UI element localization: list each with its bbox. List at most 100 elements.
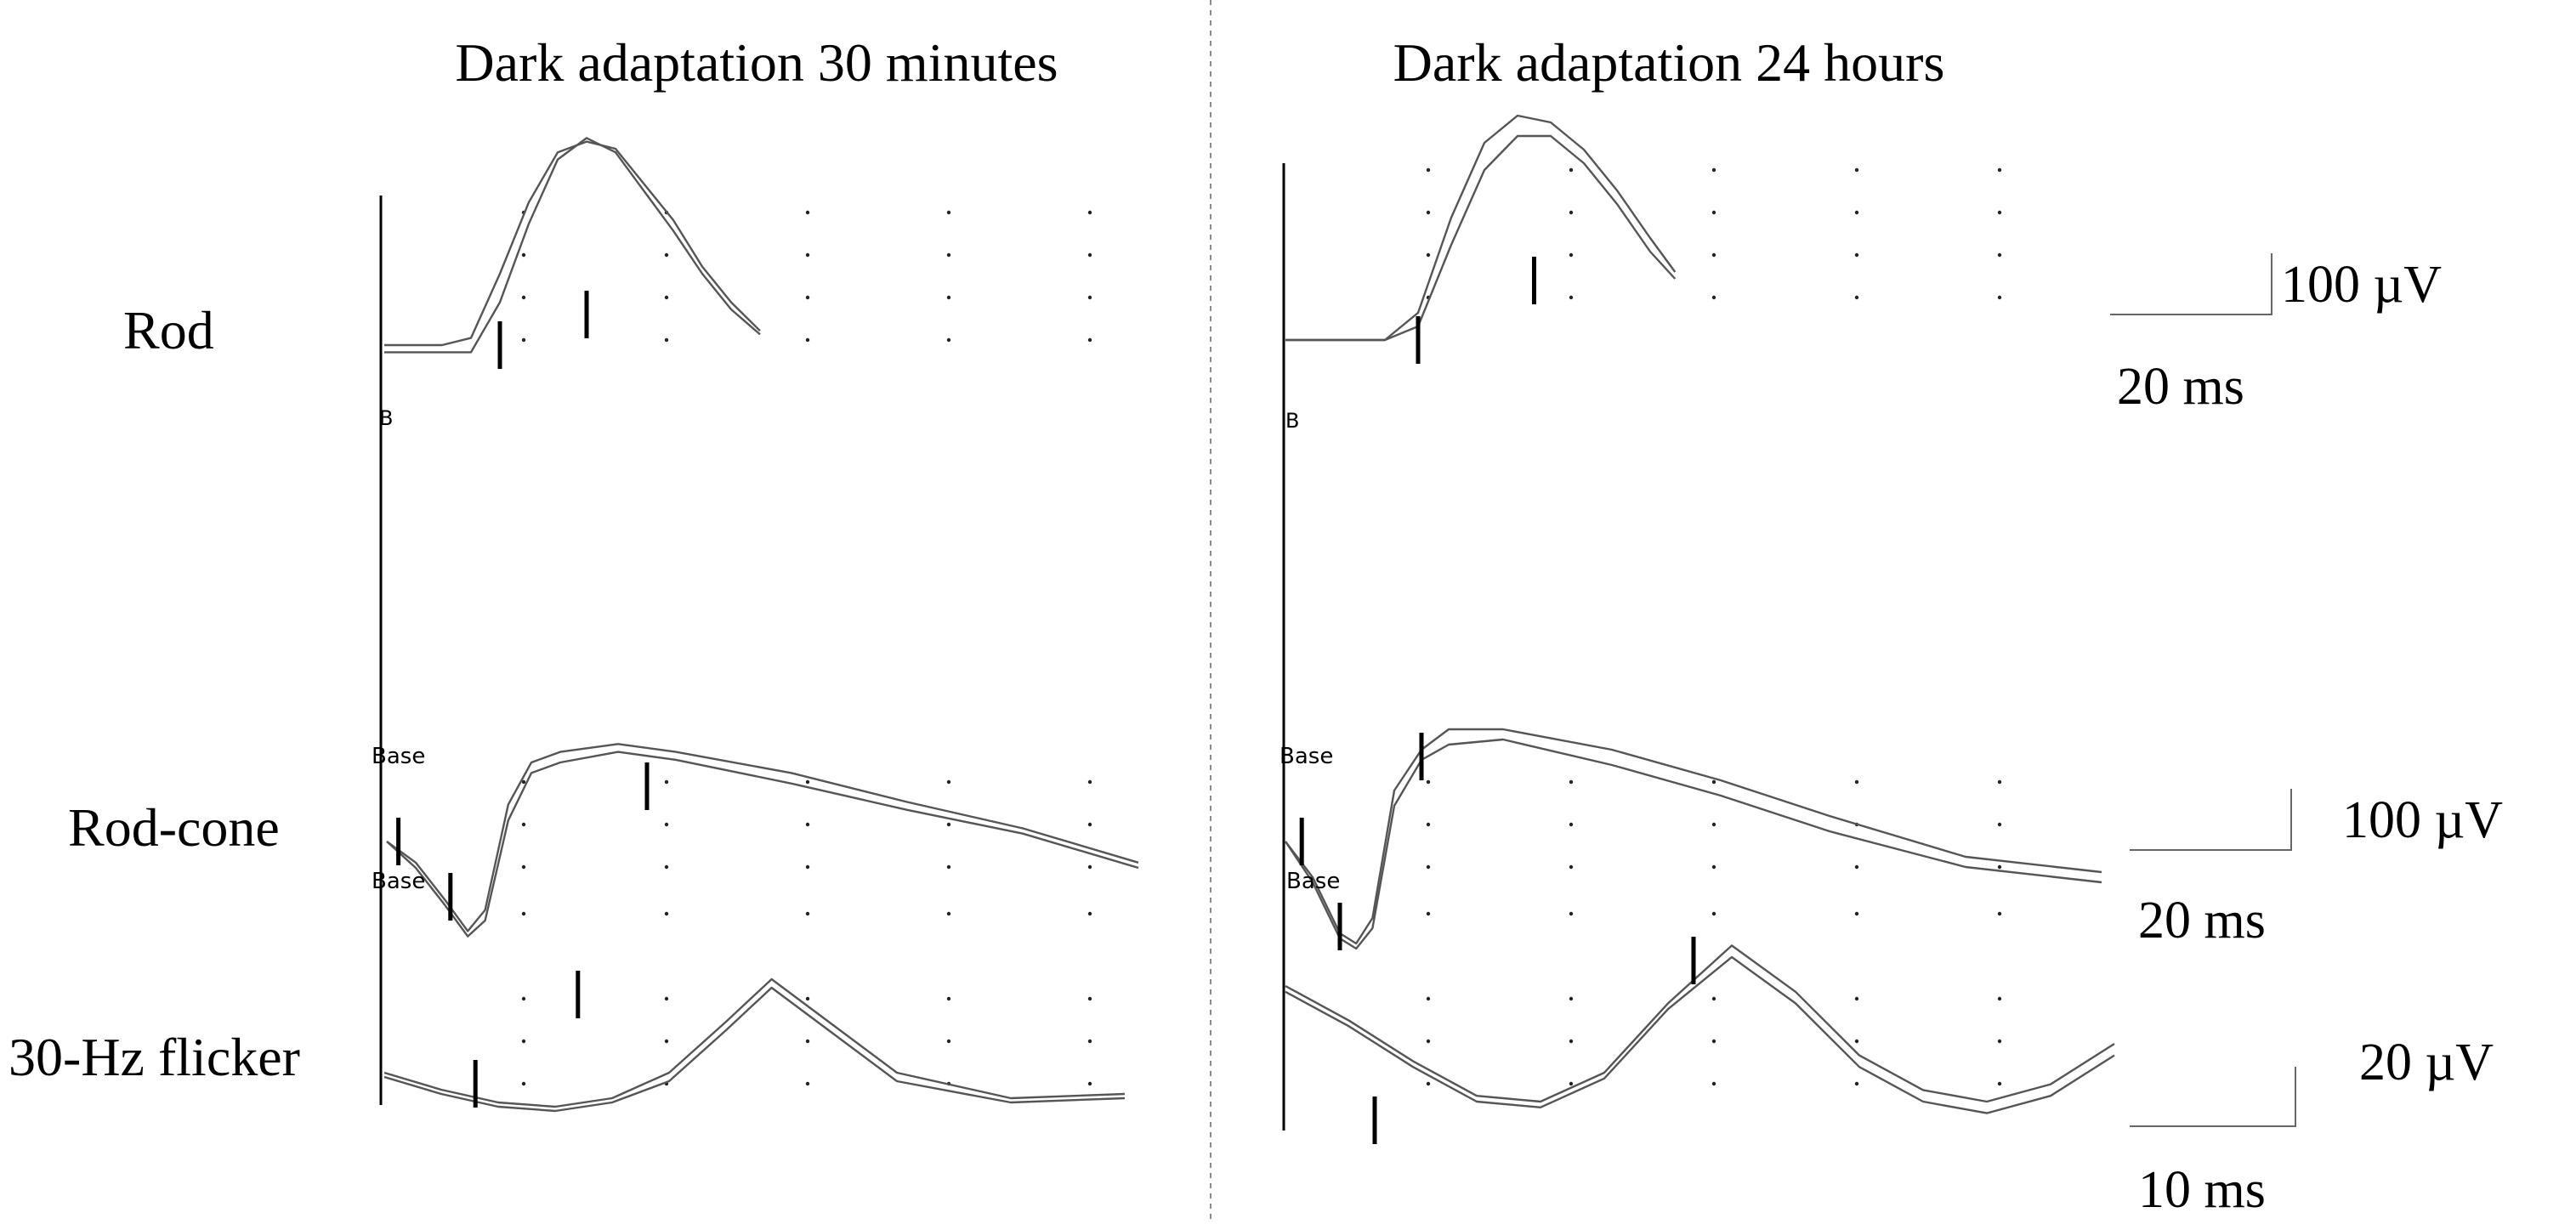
grid-dot bbox=[664, 996, 669, 1001]
scale-bar-rod-cone-amplitude: 100 µV bbox=[2342, 791, 2503, 849]
grid-dot bbox=[1426, 1039, 1431, 1044]
grid-dot bbox=[1854, 1081, 1859, 1086]
grid-dot bbox=[664, 864, 669, 870]
grid-dot bbox=[1854, 252, 1859, 258]
grid-dots bbox=[521, 167, 2002, 1086]
grid-dot bbox=[1997, 779, 2002, 785]
trace-left-rod-cone-1 bbox=[386, 743, 1139, 932]
grid-dot bbox=[1854, 210, 1859, 215]
grid-dot bbox=[664, 252, 669, 258]
grid-dot bbox=[1569, 1081, 1574, 1086]
grid-dot bbox=[1569, 252, 1574, 258]
grid-dot bbox=[946, 252, 951, 258]
grid-dot bbox=[1426, 864, 1431, 870]
grid-dot bbox=[1569, 295, 1574, 300]
grid-dot bbox=[664, 337, 669, 343]
scale-bar-rod-time: 20 ms bbox=[2117, 358, 2244, 416]
grid-dot bbox=[1426, 779, 1431, 785]
grid-dot bbox=[946, 295, 951, 300]
grid-dot bbox=[1711, 295, 1716, 300]
trace-left-rod-2 bbox=[384, 137, 761, 354]
grid-dot bbox=[1087, 864, 1092, 870]
grid-dot bbox=[1854, 996, 1859, 1001]
scale-bar-rod: 100 µV 20 ms bbox=[2110, 253, 2442, 416]
row-label-rod-cone: Rod-cone bbox=[68, 797, 280, 858]
row-label-rod: Rod bbox=[123, 300, 214, 360]
grid-dot bbox=[1711, 779, 1716, 785]
trace-right-rod-cone-1 bbox=[1285, 728, 2102, 945]
grid-dot bbox=[664, 1039, 669, 1044]
scale-bar-flicker: 20 µV 10 ms bbox=[2130, 1034, 2494, 1219]
grid-dot bbox=[1569, 822, 1574, 827]
scale-bar-rod-cone-time: 20 ms bbox=[2138, 892, 2266, 949]
grid-dot bbox=[1569, 210, 1574, 215]
scale-bar-flicker-lines bbox=[2130, 1067, 2296, 1127]
grid-dot bbox=[1087, 295, 1092, 300]
grid-dot bbox=[805, 337, 810, 343]
erg-traces bbox=[383, 114, 2115, 1114]
trace-right-rod-2 bbox=[1285, 134, 1677, 342]
grid-dot bbox=[805, 295, 810, 300]
grid-dot bbox=[1711, 1039, 1716, 1044]
base-label-right-top: Base bbox=[1279, 744, 1333, 769]
b-label-left: B bbox=[379, 406, 393, 430]
grid-dot bbox=[1711, 996, 1716, 1001]
grid-dot bbox=[1711, 167, 1716, 173]
grid-dot bbox=[1087, 996, 1092, 1001]
grid-dot bbox=[805, 779, 810, 785]
grid-dot bbox=[1997, 1039, 2002, 1044]
grid-dot bbox=[1569, 996, 1574, 1001]
grid-dot bbox=[521, 295, 526, 300]
grid-dot bbox=[1997, 911, 2002, 916]
grid-dot bbox=[1426, 822, 1431, 827]
grid-dot bbox=[1854, 779, 1859, 785]
left-panel-title: Dark adaptation 30 minutes bbox=[455, 32, 1058, 93]
grid-dot bbox=[1569, 911, 1574, 916]
grid-dot bbox=[1426, 210, 1431, 215]
grid-dot bbox=[805, 210, 810, 215]
grid-dot bbox=[664, 822, 669, 827]
grid-dot bbox=[805, 252, 810, 258]
trace-right-rod-cone-2 bbox=[1285, 738, 2102, 950]
grid-dot bbox=[521, 996, 526, 1001]
grid-dot bbox=[1569, 1039, 1574, 1044]
grid-dot bbox=[1997, 210, 2002, 215]
grid-dot bbox=[664, 779, 669, 785]
grid-dot bbox=[1711, 864, 1716, 870]
grid-dot bbox=[805, 864, 810, 870]
scale-bar-rod-lines bbox=[2110, 253, 2272, 315]
grid-dot bbox=[1087, 210, 1092, 215]
grid-dot bbox=[521, 822, 526, 827]
grid-dot bbox=[521, 1039, 526, 1044]
cursor-markers bbox=[396, 257, 1696, 1144]
grid-dot bbox=[946, 779, 951, 785]
grid-dot bbox=[805, 1039, 810, 1044]
grid-dot bbox=[805, 822, 810, 827]
grid-dot bbox=[521, 779, 526, 785]
b-label-right: B bbox=[1285, 409, 1299, 433]
grid-dot bbox=[1711, 1081, 1716, 1086]
scale-bar-flicker-amplitude: 20 µV bbox=[2359, 1034, 2494, 1091]
grid-dot bbox=[1854, 1039, 1859, 1044]
grid-dot bbox=[1087, 337, 1092, 343]
trace-right-flicker-1 bbox=[1285, 944, 2115, 1103]
grid-dot bbox=[521, 864, 526, 870]
grid-dot bbox=[1569, 864, 1574, 870]
row-label-flicker: 30-Hz flicker bbox=[9, 1027, 300, 1087]
scale-bar-flicker-time: 10 ms bbox=[2138, 1161, 2266, 1219]
grid-dot bbox=[946, 911, 951, 916]
grid-dot bbox=[1087, 911, 1092, 916]
grid-dot bbox=[1087, 252, 1092, 258]
trace-left-flicker-1 bbox=[383, 978, 1126, 1108]
grid-dot bbox=[521, 911, 526, 916]
grid-dot bbox=[1854, 167, 1859, 173]
base-label-left-top: Base bbox=[372, 744, 425, 769]
grid-dot bbox=[805, 1081, 810, 1086]
scale-bar-rod-amplitude: 100 µV bbox=[2281, 256, 2442, 314]
grid-dot bbox=[1997, 996, 2002, 1001]
grid-dot bbox=[1569, 167, 1574, 173]
scale-bar-rod-cone-lines bbox=[2130, 789, 2292, 851]
grid-dot bbox=[1711, 210, 1716, 215]
grid-dot bbox=[1711, 822, 1716, 827]
